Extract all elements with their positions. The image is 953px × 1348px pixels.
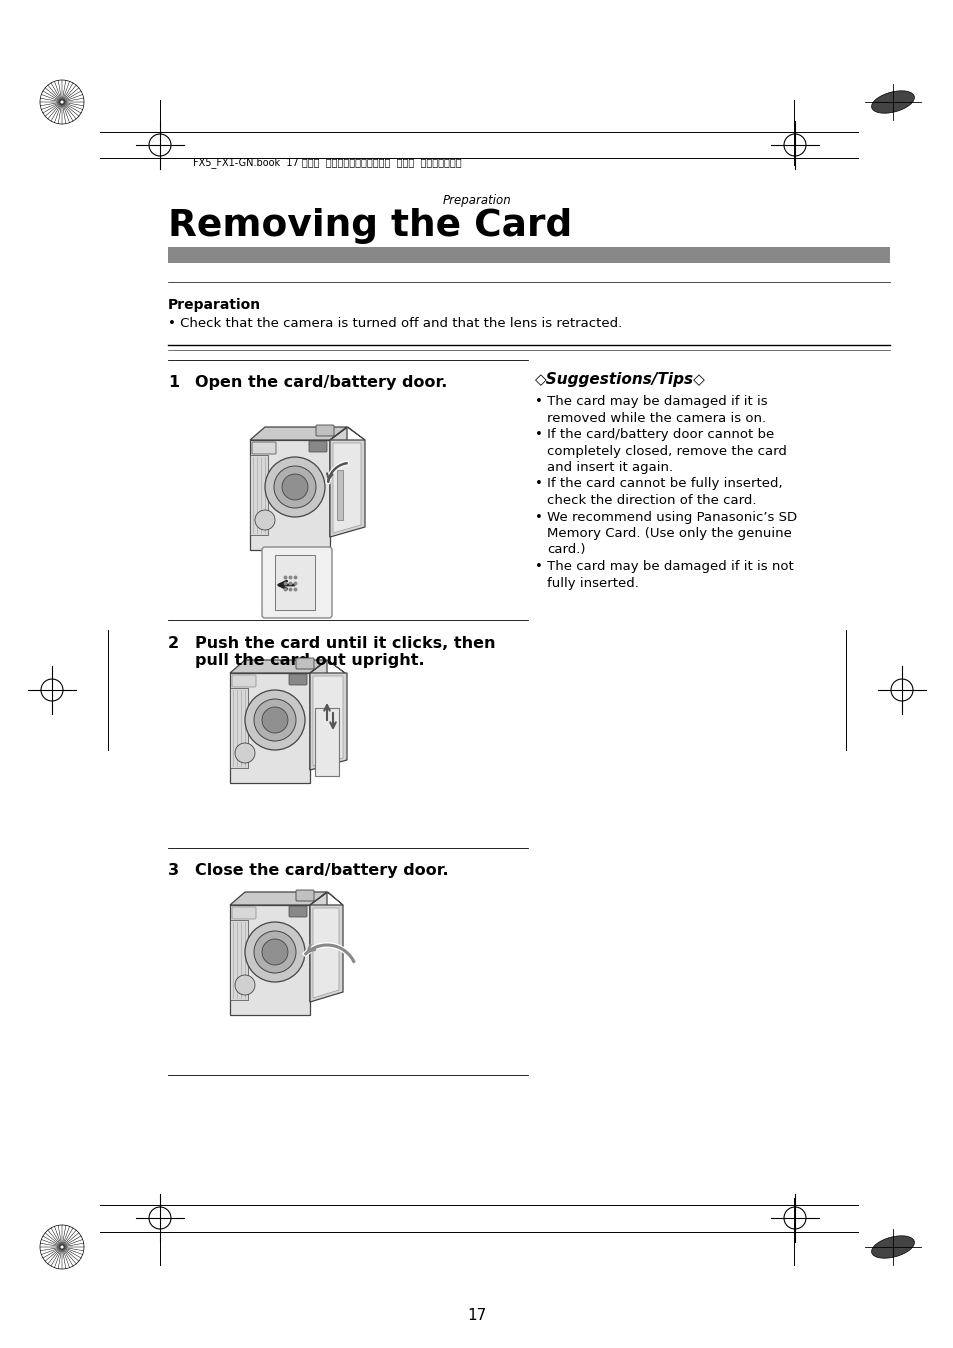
FancyBboxPatch shape [252, 442, 275, 454]
Ellipse shape [871, 1236, 913, 1258]
Polygon shape [230, 892, 327, 905]
Polygon shape [310, 673, 347, 770]
Text: 3: 3 [168, 863, 179, 878]
Ellipse shape [871, 90, 913, 113]
Text: • If the card/battery door cannot be: • If the card/battery door cannot be [535, 429, 774, 441]
FancyBboxPatch shape [289, 674, 307, 685]
Circle shape [245, 922, 305, 981]
FancyBboxPatch shape [230, 919, 248, 1000]
Text: Close the card/battery door.: Close the card/battery door. [194, 863, 448, 878]
Polygon shape [310, 661, 327, 770]
Text: • The card may be damaged if it is not: • The card may be damaged if it is not [535, 559, 793, 573]
Circle shape [253, 700, 295, 741]
Circle shape [262, 940, 288, 965]
FancyBboxPatch shape [232, 675, 255, 687]
Polygon shape [310, 661, 345, 673]
Polygon shape [230, 661, 327, 673]
FancyBboxPatch shape [250, 456, 268, 535]
Text: 17: 17 [467, 1308, 486, 1322]
Text: and insert it again.: and insert it again. [546, 461, 673, 474]
FancyBboxPatch shape [230, 687, 248, 768]
Circle shape [262, 706, 288, 733]
Polygon shape [336, 470, 343, 520]
Text: • The card may be damaged if it is: • The card may be damaged if it is [535, 395, 767, 408]
Polygon shape [313, 675, 343, 766]
Polygon shape [310, 892, 343, 905]
Text: ◇Suggestions/Tips◇: ◇Suggestions/Tips◇ [535, 372, 705, 387]
Circle shape [274, 466, 315, 508]
FancyBboxPatch shape [274, 555, 314, 611]
Text: • We recommend using Panasonic’s SD: • We recommend using Panasonic’s SD [535, 511, 797, 523]
Text: Removing the Card: Removing the Card [168, 208, 572, 244]
Polygon shape [250, 427, 347, 439]
FancyBboxPatch shape [262, 547, 332, 617]
Circle shape [253, 931, 295, 973]
Polygon shape [333, 443, 360, 532]
Text: Push the card until it clicks, then
pull the card out upright.: Push the card until it clicks, then pull… [194, 636, 495, 669]
Circle shape [282, 474, 308, 500]
Polygon shape [230, 905, 310, 1015]
Text: check the direction of the card.: check the direction of the card. [546, 493, 756, 507]
Text: card.): card.) [546, 543, 585, 557]
Polygon shape [310, 892, 327, 1002]
Polygon shape [265, 550, 329, 615]
Text: • Check that the camera is turned off and that the lens is retracted.: • Check that the camera is turned off an… [168, 317, 621, 330]
Polygon shape [314, 708, 338, 776]
FancyBboxPatch shape [295, 890, 314, 900]
Polygon shape [313, 909, 338, 998]
Text: Preparation: Preparation [168, 298, 261, 311]
FancyBboxPatch shape [295, 658, 314, 669]
Text: FX5_FX1-GN.book  17 ページ  ２００３年１２月１７日  水曜日  午前９時２０分: FX5_FX1-GN.book 17 ページ ２００３年１２月１７日 水曜日 午… [193, 156, 461, 168]
Circle shape [245, 690, 305, 749]
Text: Open the card/battery door.: Open the card/battery door. [194, 375, 447, 390]
Text: fully inserted.: fully inserted. [546, 577, 639, 589]
Circle shape [234, 975, 254, 995]
Text: 2: 2 [168, 636, 179, 651]
FancyBboxPatch shape [232, 907, 255, 919]
Circle shape [254, 510, 274, 530]
Polygon shape [330, 427, 347, 537]
Polygon shape [310, 905, 343, 1002]
Polygon shape [230, 673, 310, 783]
Text: completely closed, remove the card: completely closed, remove the card [546, 445, 786, 457]
Polygon shape [330, 427, 365, 439]
Text: • If the card cannot be fully inserted,: • If the card cannot be fully inserted, [535, 477, 781, 491]
Polygon shape [330, 439, 365, 537]
FancyBboxPatch shape [289, 906, 307, 917]
Polygon shape [250, 439, 330, 550]
Text: 1: 1 [168, 375, 179, 390]
FancyBboxPatch shape [315, 425, 334, 435]
Text: Preparation: Preparation [442, 194, 511, 208]
Text: Memory Card. (Use only the genuine: Memory Card. (Use only the genuine [546, 527, 791, 541]
FancyBboxPatch shape [309, 441, 327, 452]
Text: removed while the camera is on.: removed while the camera is on. [546, 411, 765, 425]
FancyBboxPatch shape [168, 247, 889, 263]
Circle shape [265, 457, 325, 518]
Circle shape [234, 743, 254, 763]
